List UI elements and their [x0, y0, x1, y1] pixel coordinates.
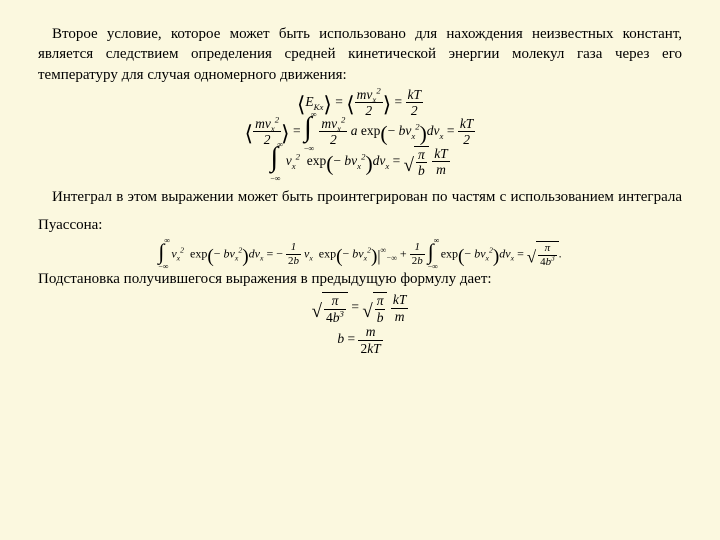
equation-2: ⟨mvx22⟩ = ∫∞−∞ mvx22 a exp(− bvx2)dvx = … — [38, 117, 682, 147]
equation-6: b = m2kT — [38, 325, 682, 355]
equation-3: ∫∞−∞ vx2 exp(− bvx2)dvx = √πb kTm — [38, 146, 682, 178]
paragraph-1: Второе условие, которое может быть испол… — [38, 24, 682, 85]
paragraph-2: Интеграл в этом выражении может быть про… — [38, 183, 682, 240]
equation-4: ∫∞−∞ vx2 exp(− bvx2)dvx = − 12b vx exp(−… — [38, 241, 682, 268]
equation-5: √π4b3 = √πb kTm — [38, 292, 682, 324]
equation-1: ⟨EKx⟩ = ⟨mvx22⟩ = kT2 — [38, 88, 682, 118]
paragraph-3: Подстановка получившегося выражения в пр… — [38, 269, 682, 289]
